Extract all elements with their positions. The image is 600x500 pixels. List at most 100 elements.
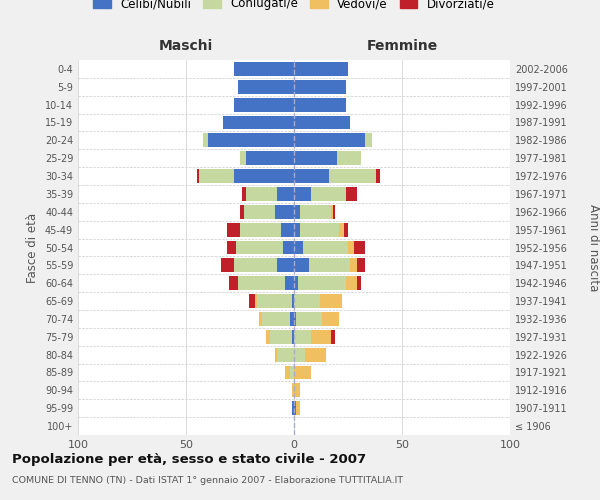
Bar <box>348 240 355 254</box>
Bar <box>227 240 236 254</box>
Bar <box>294 276 298 290</box>
Bar <box>346 276 356 290</box>
Bar <box>340 222 344 236</box>
Bar <box>266 330 270 344</box>
Bar <box>277 187 294 201</box>
Bar <box>238 80 294 94</box>
Bar <box>238 276 286 290</box>
Bar <box>294 205 301 219</box>
Bar <box>244 205 275 219</box>
Bar <box>240 205 244 219</box>
Bar <box>294 151 337 165</box>
Bar <box>329 169 376 183</box>
Y-axis label: Anni di nascita: Anni di nascita <box>587 204 600 291</box>
Text: Maschi: Maschi <box>159 38 213 52</box>
Legend: Celibi/Nubili, Coniugati/e, Vedovi/e, Divorziati/e: Celibi/Nubili, Coniugati/e, Vedovi/e, Di… <box>89 0 499 15</box>
Bar <box>294 384 301 398</box>
Bar <box>292 330 294 344</box>
Bar <box>365 134 372 147</box>
Bar <box>203 134 208 147</box>
Bar <box>322 312 340 326</box>
Bar <box>294 294 320 308</box>
Text: Femmine: Femmine <box>367 38 437 52</box>
Bar <box>294 62 348 76</box>
Bar <box>247 187 277 201</box>
Bar <box>298 276 346 290</box>
Bar <box>248 294 255 308</box>
Bar <box>233 169 294 183</box>
Bar <box>294 80 346 94</box>
Bar <box>259 312 262 326</box>
Bar <box>355 240 365 254</box>
Bar <box>233 258 277 272</box>
Bar <box>331 205 333 219</box>
Bar <box>236 240 283 254</box>
Bar <box>301 222 340 236</box>
Bar <box>294 240 302 254</box>
Bar <box>229 276 238 290</box>
Bar <box>294 98 346 112</box>
Bar <box>286 366 290 380</box>
Bar <box>294 134 365 147</box>
Bar <box>257 294 292 308</box>
Bar <box>294 116 350 130</box>
Bar <box>294 366 311 380</box>
Bar <box>296 312 322 326</box>
Bar <box>309 258 350 272</box>
Bar <box>294 330 311 344</box>
Y-axis label: Fasce di età: Fasce di età <box>26 212 39 282</box>
Bar <box>233 62 294 76</box>
Bar <box>208 134 294 147</box>
Bar <box>294 169 329 183</box>
Bar <box>283 240 294 254</box>
Bar <box>356 258 365 272</box>
Bar <box>292 401 294 415</box>
Bar <box>344 222 348 236</box>
Bar <box>221 258 233 272</box>
Bar <box>223 116 294 130</box>
Bar <box>337 151 361 165</box>
Bar <box>227 222 240 236</box>
Bar <box>296 401 301 415</box>
Bar <box>294 348 305 362</box>
Bar <box>294 222 301 236</box>
Bar <box>292 384 294 398</box>
Bar <box>240 222 281 236</box>
Bar <box>320 294 341 308</box>
Bar <box>290 366 294 380</box>
Bar <box>199 169 233 183</box>
Bar <box>356 276 361 290</box>
Bar <box>277 258 294 272</box>
Bar <box>294 258 309 272</box>
Bar <box>275 205 294 219</box>
Bar <box>275 348 277 362</box>
Text: COMUNE DI TENNO (TN) - Dati ISTAT 1° gennaio 2007 - Elaborazione TUTTITALIA.IT: COMUNE DI TENNO (TN) - Dati ISTAT 1° gen… <box>12 476 403 485</box>
Bar <box>247 151 294 165</box>
Bar <box>294 401 296 415</box>
Bar <box>294 312 296 326</box>
Bar <box>301 205 331 219</box>
Text: Popolazione per età, sesso e stato civile - 2007: Popolazione per età, sesso e stato civil… <box>12 452 366 466</box>
Bar <box>311 187 346 201</box>
Bar <box>240 151 247 165</box>
Bar <box>333 205 335 219</box>
Bar <box>242 187 247 201</box>
Bar <box>292 294 294 308</box>
Bar <box>277 348 294 362</box>
Bar <box>197 169 199 183</box>
Bar <box>294 187 311 201</box>
Bar <box>331 330 335 344</box>
Bar <box>233 98 294 112</box>
Bar <box>311 330 331 344</box>
Bar <box>281 222 294 236</box>
Bar <box>346 187 356 201</box>
Bar <box>270 330 292 344</box>
Bar <box>305 348 326 362</box>
Bar <box>286 276 294 290</box>
Bar <box>262 312 290 326</box>
Bar <box>350 258 356 272</box>
Bar <box>302 240 348 254</box>
Bar <box>290 312 294 326</box>
Bar <box>376 169 380 183</box>
Bar <box>255 294 257 308</box>
